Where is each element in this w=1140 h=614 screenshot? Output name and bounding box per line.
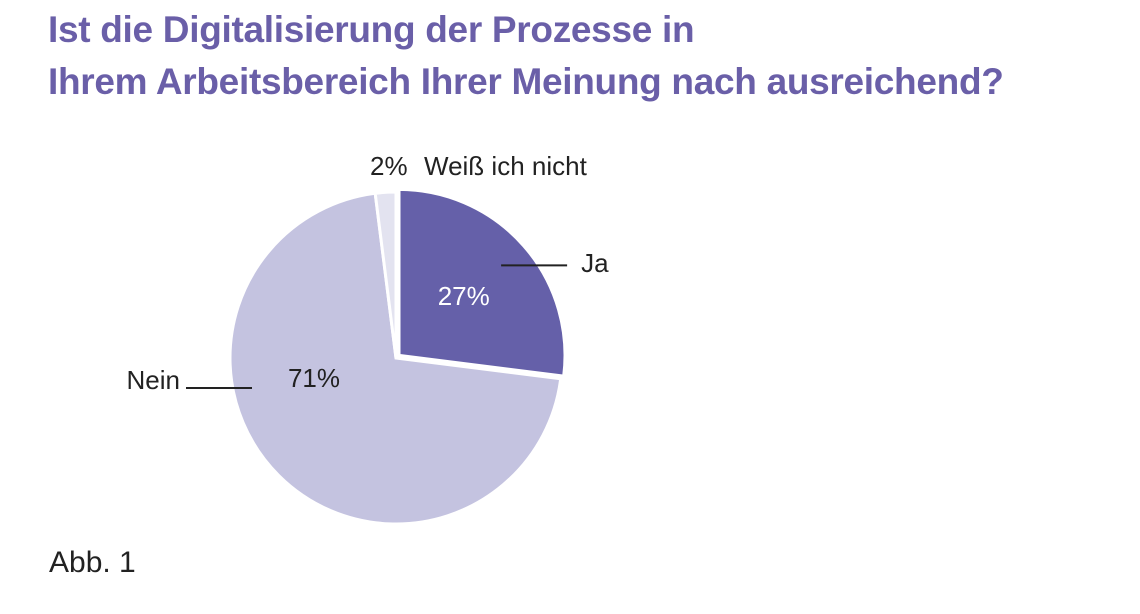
slice-value-label-nein: 71%	[288, 363, 340, 393]
slice-label-nein: Nein	[127, 365, 180, 395]
slice-value-label-ja: 27%	[438, 281, 490, 311]
figure-caption: Abb. 1	[49, 546, 136, 579]
slice-label-weiss-ich-nicht: Weiß ich nicht	[424, 151, 588, 181]
slice-label-ja: Ja	[581, 248, 609, 278]
slice-value-label-weiss-ich-nicht: 2%	[370, 151, 408, 181]
pie-slice-ja	[397, 187, 567, 378]
pie-slice-nein	[228, 191, 563, 526]
pie-slice-weiss-ich-nicht	[373, 190, 398, 359]
chart-title-line-2: Ihrem Arbeitsbereich Ihrer Meinung nach …	[48, 61, 1004, 102]
chart-title-line-1: Ist die Digitalisierung der Prozesse in	[48, 9, 695, 50]
chart-title: Ist die Digitalisierung der Prozesse in …	[48, 4, 1128, 108]
